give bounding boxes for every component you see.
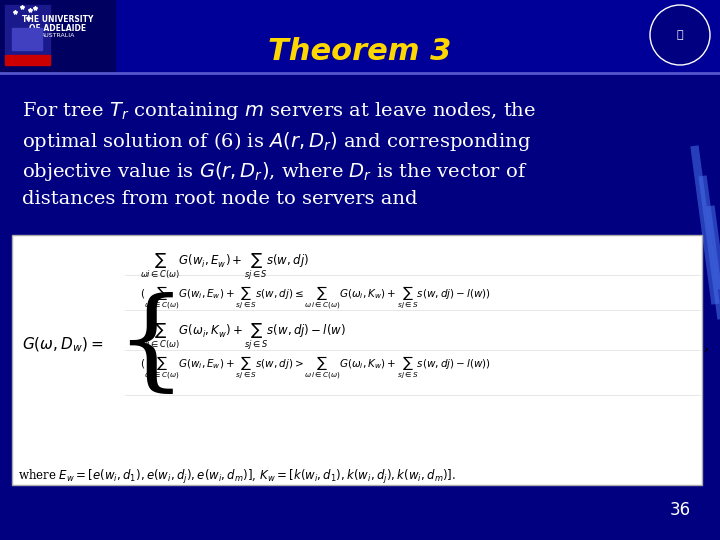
Circle shape <box>650 5 710 65</box>
Text: $\sum_{\omega i \in C(\omega)} G(w_i, E_w) + \sum_{sj \in S} s(w, dj)$: $\sum_{\omega i \in C(\omega)} G(w_i, E_… <box>140 252 309 282</box>
Text: distances from root node to servers and: distances from root node to servers and <box>22 190 418 208</box>
Bar <box>0 0 720 72</box>
Text: AUSTRALIA: AUSTRALIA <box>41 33 75 38</box>
Text: $(\sum_{\omega i \in C(\omega)} G(w_i, E_w) + \sum_{sj \in S} s(w, dj) > \sum_{\: $(\sum_{\omega i \in C(\omega)} G(w_i, E… <box>140 355 491 382</box>
Text: OF ADELAIDE: OF ADELAIDE <box>30 24 86 33</box>
Text: $G(\omega, D_w) =$: $G(\omega, D_w) =$ <box>22 336 104 354</box>
Text: 圖: 圖 <box>677 30 683 40</box>
Text: Theorem 3: Theorem 3 <box>269 37 451 66</box>
Text: 36: 36 <box>670 501 690 519</box>
Text: where $E_w = [e(w_i, d_1), e(w_i, d_j), e(w_i, d_m)]$, $K_w = [k(w_i, d_1), k(w_: where $E_w = [e(w_i, d_1), e(w_i, d_j), … <box>18 468 456 486</box>
Text: $(\sum_{\omega i \in C(\omega)} G(w_i, E_w) + \sum_{sj \in S} s(w, dj) \leq \sum: $(\sum_{\omega i \in C(\omega)} G(w_i, E… <box>140 285 491 312</box>
Bar <box>5 55 50 65</box>
Text: THE UNIVERSITY: THE UNIVERSITY <box>22 15 94 24</box>
Text: ,: , <box>703 336 708 354</box>
Text: For tree $T_r$ containing $m$ servers at leave nodes, the: For tree $T_r$ containing $m$ servers at… <box>22 100 536 122</box>
Text: optimal solution of (6) is $A(r, D_r)$ and corresponding: optimal solution of (6) is $A(r, D_r)$ a… <box>22 130 531 153</box>
FancyBboxPatch shape <box>12 235 702 485</box>
Text: $\sum_{\omega i \in C(\omega)} G(\omega_i, K_w) + \sum_{sj \in S} s(w, dj) - l(w: $\sum_{\omega i \in C(\omega)} G(\omega_… <box>140 322 346 352</box>
Text: {: { <box>115 292 186 399</box>
Text: objective value is $G(r, D_r)$, where $D_r$ is the vector of: objective value is $G(r, D_r)$, where $D… <box>22 160 528 183</box>
Bar <box>12 28 42 50</box>
Bar <box>5 5 50 60</box>
Bar <box>0 0 115 72</box>
